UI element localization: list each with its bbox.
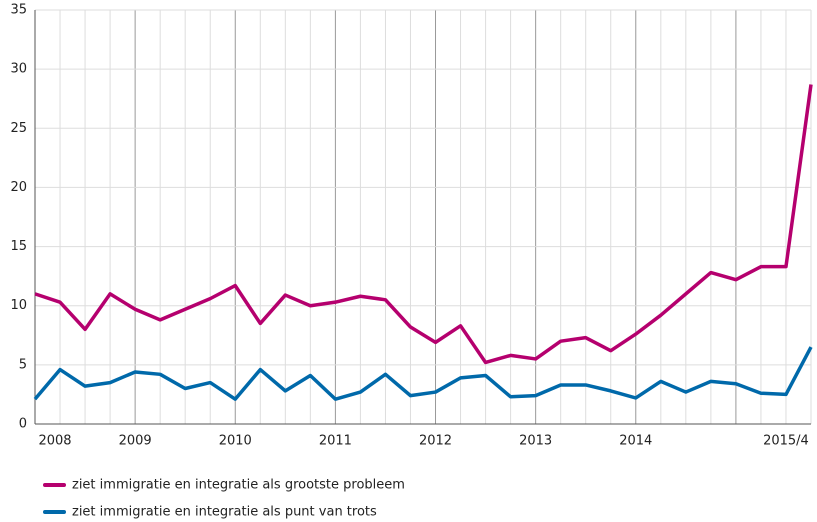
series-line bbox=[33, 346, 813, 401]
legend-label: ziet immigratie en integratie als punt v… bbox=[72, 505, 377, 520]
x-tick-label: 2014 bbox=[619, 434, 652, 449]
x-tick-label: 2010 bbox=[219, 434, 252, 449]
y-tick-label: 0 bbox=[19, 417, 27, 432]
x-tick-label: 2015/4 bbox=[763, 434, 809, 449]
x-tick-label: 2008 bbox=[38, 434, 71, 449]
y-tick-label: 10 bbox=[10, 298, 27, 313]
x-tick-label: 2009 bbox=[119, 434, 152, 449]
x-tick-label: 2012 bbox=[419, 434, 452, 449]
y-tick-label: 5 bbox=[19, 357, 27, 372]
y-tick-label: 30 bbox=[10, 62, 27, 77]
y-tick-label: 20 bbox=[10, 180, 27, 195]
legend-label: ziet immigratie en integratie als groots… bbox=[72, 478, 405, 493]
x-tick-label: 2013 bbox=[519, 434, 552, 449]
series-line bbox=[34, 84, 813, 365]
y-tick-label: 35 bbox=[10, 3, 27, 18]
x-tick-label: 2011 bbox=[319, 434, 352, 449]
y-tick-label: 25 bbox=[10, 121, 27, 136]
y-tick-label: 15 bbox=[10, 239, 27, 254]
